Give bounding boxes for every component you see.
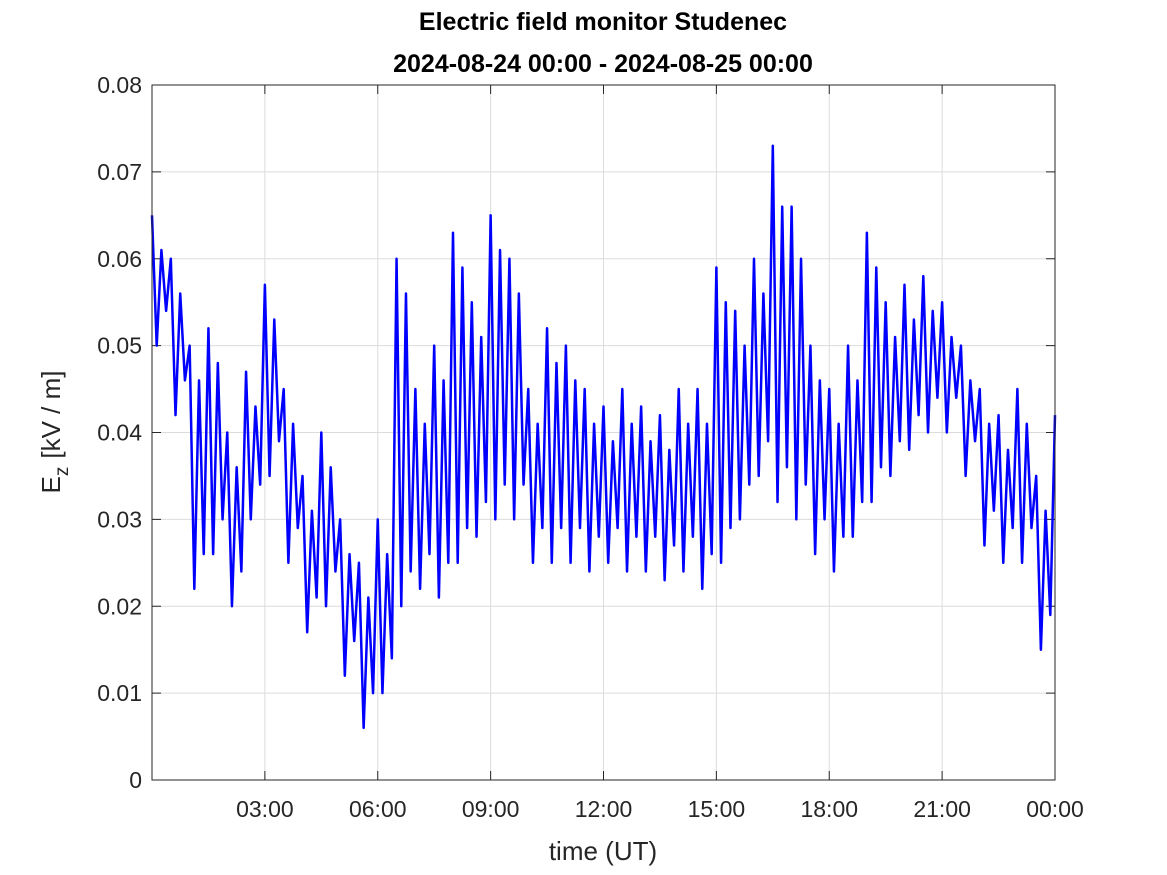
x-tick-label: 03:00	[236, 796, 294, 822]
chart-title: Electric field monitor Studenec	[419, 8, 787, 36]
plot-frame	[151, 84, 1056, 781]
y-axis-label-unit: [kV / m]	[36, 371, 66, 459]
y-tick-label: 0.03	[97, 506, 142, 532]
x-tick-label: 12:00	[575, 796, 633, 822]
x-tick-label: 15:00	[688, 796, 746, 822]
x-tick-label: 18:00	[800, 796, 858, 822]
y-tick-label: 0.08	[97, 72, 142, 98]
y-axis-label-main: E	[36, 476, 66, 493]
y-tick-label: 0.01	[97, 680, 142, 706]
y-tick-label: 0.06	[97, 246, 142, 272]
y-tick-label: 0.05	[97, 333, 142, 359]
y-tick-label: 0.07	[97, 159, 142, 185]
chart-subtitle: 2024-08-24 00:00 - 2024-08-25 00:00	[393, 50, 813, 78]
data-line	[150, 144, 1057, 730]
y-axis-label-subscript: z	[52, 467, 73, 477]
x-tick-label: 21:00	[913, 796, 971, 822]
y-tick-label: 0	[129, 767, 142, 793]
x-tick-label: 06:00	[349, 796, 407, 822]
x-axis-label: time (UT)	[549, 836, 657, 866]
x-tick-label: 00:00	[1026, 796, 1084, 822]
y-axis-label: Ez [kV / m]	[36, 371, 73, 494]
x-tick-label: 09:00	[462, 796, 520, 822]
y-tick-label: 0.02	[97, 593, 142, 619]
y-tick-label: 0.04	[97, 420, 142, 446]
